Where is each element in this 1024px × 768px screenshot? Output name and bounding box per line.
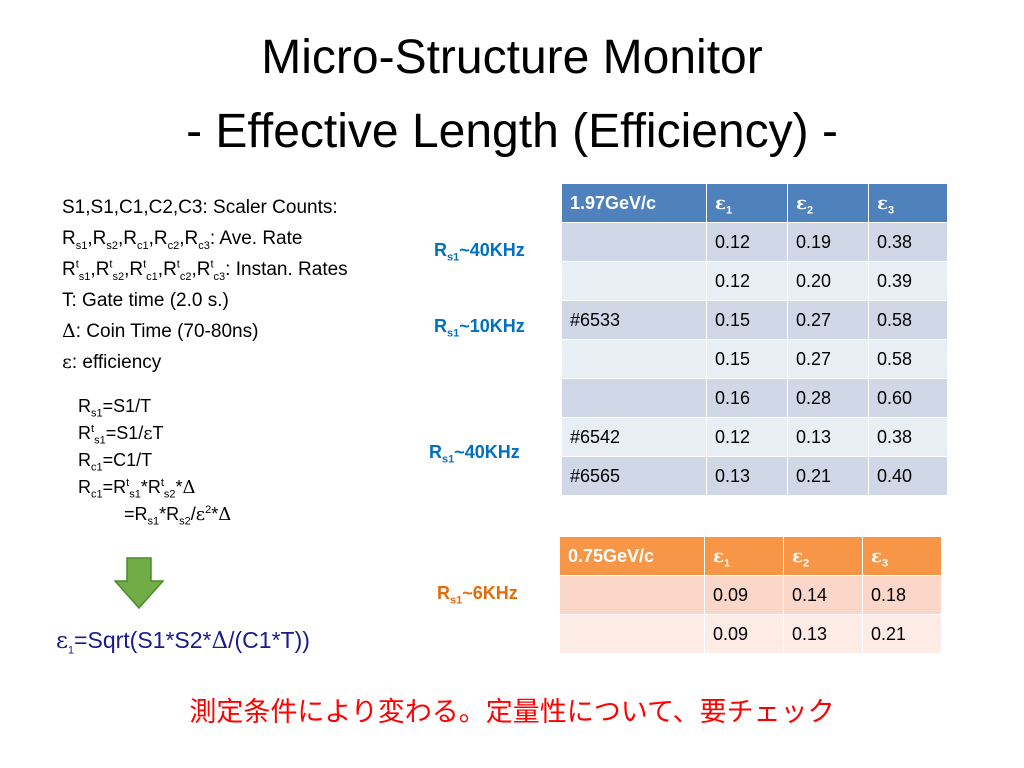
table-cell <box>561 339 707 379</box>
efficiency-table-1-97gev: 1.97GeV/c ε1 ε2 ε3 0.12 0.19 0.38 0.12 0.20… <box>561 183 948 496</box>
table-cell: 0.38 <box>868 417 948 457</box>
def-ave-rate: Rs1,Rs2,Rc1,Rc2,Rc3: Ave. Rate <box>62 228 303 252</box>
equation-rs1: Rs1=S1/T <box>78 396 152 420</box>
rate-label-6khz: Rs1~6KHz <box>437 583 518 607</box>
table-cell: 0.18 <box>862 575 942 615</box>
equation-rc1: Rc1=C1/T <box>78 450 153 474</box>
down-arrow-icon <box>114 557 164 609</box>
header-momentum: 0.75GeV/c <box>559 536 705 576</box>
table-cell <box>559 614 705 654</box>
table-cell <box>561 222 707 262</box>
header-momentum: 1.97GeV/c <box>561 183 707 223</box>
table-cell: 0.13 <box>787 417 869 457</box>
table-row: 0.12 0.19 0.38 <box>561 222 948 262</box>
table-cell: 0.21 <box>862 614 942 654</box>
table-cell: 0.14 <box>783 575 863 615</box>
table-row: #6542 0.12 0.13 0.38 <box>561 417 948 457</box>
def-efficiency: ε: efficiency <box>62 351 162 373</box>
table-cell: 0.40 <box>868 456 948 496</box>
table-cell: 0.20 <box>787 261 869 301</box>
efficiency-formula: ε1=Sqrt(S1*S2*Δ/(C1*T)) <box>56 627 310 657</box>
table-cell: 0.12 <box>706 222 788 262</box>
header-eps2: ε2 <box>787 183 869 223</box>
table-cell: #6565 <box>561 456 707 496</box>
efficiency-table-0-75gev: 0.75GeV/c ε1 ε2 ε3 0.09 0.14 0.18 0.09 0.13… <box>559 536 942 654</box>
table-cell <box>559 575 705 615</box>
table-cell <box>561 261 707 301</box>
table-cell: 0.39 <box>868 261 948 301</box>
header-eps3: ε3 <box>862 536 942 576</box>
table-cell: 0.12 <box>706 261 788 301</box>
definitions-list: S1,S1,C1,C2,C3: Scaler Counts: Rs1,Rs2,R… <box>62 192 348 378</box>
table-row: 0.15 0.27 0.58 <box>561 339 948 379</box>
rate-label-40khz-a: Rs1~40KHz <box>434 240 525 264</box>
requires-check-note: 測定条件により変わる。定量性について、要チェック <box>189 697 835 727</box>
header-eps1: ε1 <box>704 536 784 576</box>
table-cell: 0.21 <box>787 456 869 496</box>
def-instan-rate: Rts1,Rts2,Rtc1,Rtc2,Rtc3: Instan. Rates <box>62 258 348 283</box>
table-row: #6565 0.13 0.21 0.40 <box>561 456 948 496</box>
table-row: #6533 0.15 0.27 0.58 <box>561 300 948 340</box>
table-cell: 0.12 <box>706 417 788 457</box>
table-cell: #6542 <box>561 417 707 457</box>
def-gate-time: T: Gate time (2.0 s.) <box>62 290 229 311</box>
header-eps3: ε3 <box>868 183 948 223</box>
table-cell: 0.58 <box>868 300 948 340</box>
table-cell: 0.13 <box>706 456 788 496</box>
table-cell: 0.60 <box>868 378 948 418</box>
table-header-row: 0.75GeV/c ε1 ε2 ε3 <box>559 536 942 576</box>
table-cell: 0.15 <box>706 300 788 340</box>
table-cell: 0.27 <box>787 339 869 379</box>
slide-title-line1: Micro-Structure Monitor <box>261 31 763 84</box>
table-row: 0.09 0.14 0.18 <box>559 575 942 615</box>
def-coin-time: Δ: Coin Time (70-80ns) <box>62 320 259 342</box>
table-cell: 0.13 <box>783 614 863 654</box>
table-cell: 0.16 <box>706 378 788 418</box>
table-cell: 0.15 <box>706 339 788 379</box>
table-cell: 0.28 <box>787 378 869 418</box>
header-eps2: ε2 <box>783 536 863 576</box>
rate-label-40khz-b: Rs1~40KHz <box>429 442 520 466</box>
header-eps1: ε1 <box>706 183 788 223</box>
equation-rc1-expanded: =Rs1*Rs2/ε2*Δ <box>124 504 232 528</box>
table-header-row: 1.97GeV/c ε1 ε2 ε3 <box>561 183 948 223</box>
table-cell: 0.27 <box>787 300 869 340</box>
table-cell: 0.09 <box>704 614 784 654</box>
equations-block: Rs1=S1/T Rts1=S1/εT Rc1=C1/T Rc1=Rts1*Rt… <box>78 393 231 528</box>
table-cell <box>561 378 707 418</box>
table-cell: 0.09 <box>704 575 784 615</box>
table-cell: 0.19 <box>787 222 869 262</box>
table-row: 0.16 0.28 0.60 <box>561 378 948 418</box>
table-row: 0.09 0.13 0.21 <box>559 614 942 654</box>
slide-title-line2: - Effective Length (Efficiency) - <box>186 105 838 158</box>
def-scaler: S1,S1,C1,C2,C3: Scaler Counts: <box>62 197 338 218</box>
rate-label-10khz: Rs1~10KHz <box>434 316 525 340</box>
equation-rc1-product: Rc1=Rts1*Rts2*Δ <box>78 477 196 501</box>
table-cell: 0.38 <box>868 222 948 262</box>
table-cell: #6533 <box>561 300 707 340</box>
table-cell: 0.58 <box>868 339 948 379</box>
equation-rts1: Rts1=S1/εT <box>78 423 164 447</box>
table-row: 0.12 0.20 0.39 <box>561 261 948 301</box>
